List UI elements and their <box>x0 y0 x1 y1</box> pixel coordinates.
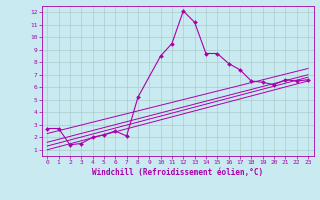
X-axis label: Windchill (Refroidissement éolien,°C): Windchill (Refroidissement éolien,°C) <box>92 168 263 177</box>
